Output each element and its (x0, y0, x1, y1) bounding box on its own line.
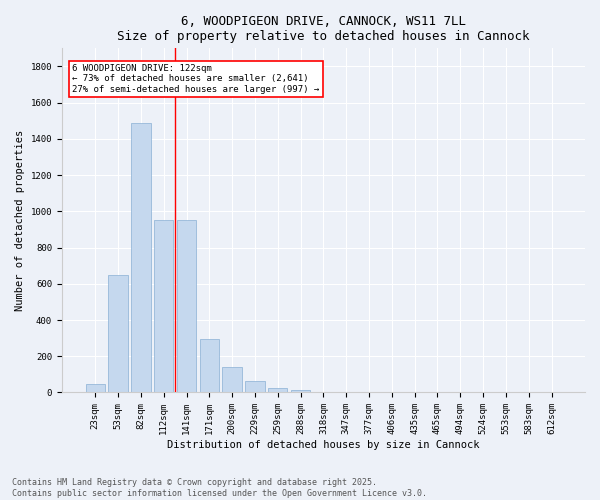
Text: 6 WOODPIGEON DRIVE: 122sqm
← 73% of detached houses are smaller (2,641)
27% of s: 6 WOODPIGEON DRIVE: 122sqm ← 73% of deta… (72, 64, 319, 94)
Bar (268, 388, 287, 392)
X-axis label: Distribution of detached houses by size in Cannock: Distribution of detached houses by size … (167, 440, 479, 450)
Bar (200, 339, 219, 392)
Bar (291, 390, 310, 392)
Bar (86, 384, 105, 392)
Bar (109, 274, 128, 392)
Bar (223, 367, 242, 392)
Bar (154, 220, 173, 392)
Bar (245, 380, 265, 392)
Text: Contains HM Land Registry data © Crown copyright and database right 2025.
Contai: Contains HM Land Registry data © Crown c… (12, 478, 427, 498)
Bar (131, 122, 151, 392)
Bar (177, 220, 196, 392)
Title: 6, WOODPIGEON DRIVE, CANNOCK, WS11 7LL
Size of property relative to detached hou: 6, WOODPIGEON DRIVE, CANNOCK, WS11 7LL S… (117, 15, 530, 43)
Y-axis label: Number of detached properties: Number of detached properties (15, 130, 25, 311)
